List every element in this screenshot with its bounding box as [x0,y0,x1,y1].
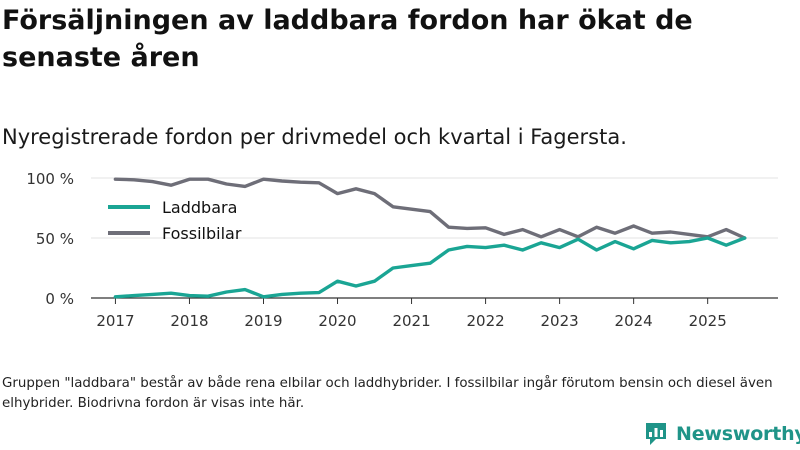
brand-name: Newsworthy [676,423,800,445]
y-tick-label: 0 % [45,290,74,308]
legend-label: Laddbara [162,198,237,217]
x-tick-label: 2023 [541,312,579,330]
y-tick-label: 50 % [36,230,74,248]
legend: Laddbara Fossilbilar [108,198,242,243]
x-tick-label: 2020 [318,312,356,330]
x-tick-label: 2021 [392,312,430,330]
x-tick-label: 2025 [689,312,727,330]
footnote: Gruppen "laddbara" består av både rena e… [2,376,773,411]
series-line-fossilbilar [113,177,747,240]
brand-logo[interactable]: Newsworthy [644,420,800,448]
bar-chart-logo-icon [646,423,666,445]
axes: 0 % 50 % 100 % 2017 2018 2019 2020 2021 2022 2023… [26,170,778,330]
y-tick-label: 100 % [26,170,74,188]
x-tick-label: 2024 [615,312,653,330]
chart-title: Försäljningen av laddbara fordon har öka… [2,5,693,73]
line-chart: 0 % 50 % 100 % 2017 2018 2019 2020 2021 2022 2023… [26,170,778,330]
x-tick-label: 2017 [96,312,134,330]
x-tick-label: 2018 [170,312,208,330]
series-line-laddbara [113,236,747,299]
legend-label: Fossilbilar [162,224,242,243]
series-lines [113,177,747,299]
chart-subtitle: Nyregistrerade fordon per drivmedel och … [2,125,627,149]
x-tick-label: 2019 [244,312,282,330]
x-tick-label: 2022 [466,312,504,330]
